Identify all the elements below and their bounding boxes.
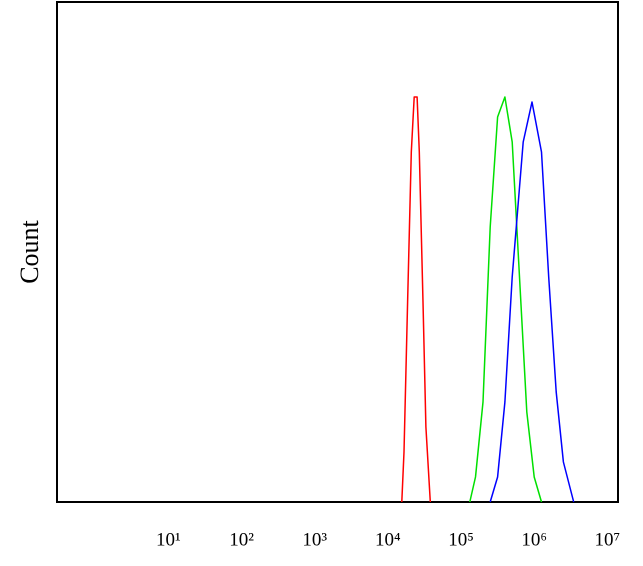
x-tick-label: 10⁵ bbox=[448, 529, 474, 550]
x-tick-label: 10² bbox=[229, 529, 254, 550]
histogram-line bbox=[401, 96, 432, 503]
histogram-line bbox=[489, 101, 575, 503]
x-tick-label: 10⁷ bbox=[594, 529, 620, 550]
histogram-line bbox=[469, 96, 543, 503]
x-tick-label: 10⁶ bbox=[521, 529, 547, 550]
x-tick-label: 10³ bbox=[302, 529, 327, 550]
x-tick-label: 10¹ bbox=[156, 529, 181, 550]
x-tick-label: 10⁴ bbox=[375, 529, 401, 550]
y-axis-label: Count bbox=[15, 219, 44, 283]
plot-frame bbox=[56, 1, 619, 503]
